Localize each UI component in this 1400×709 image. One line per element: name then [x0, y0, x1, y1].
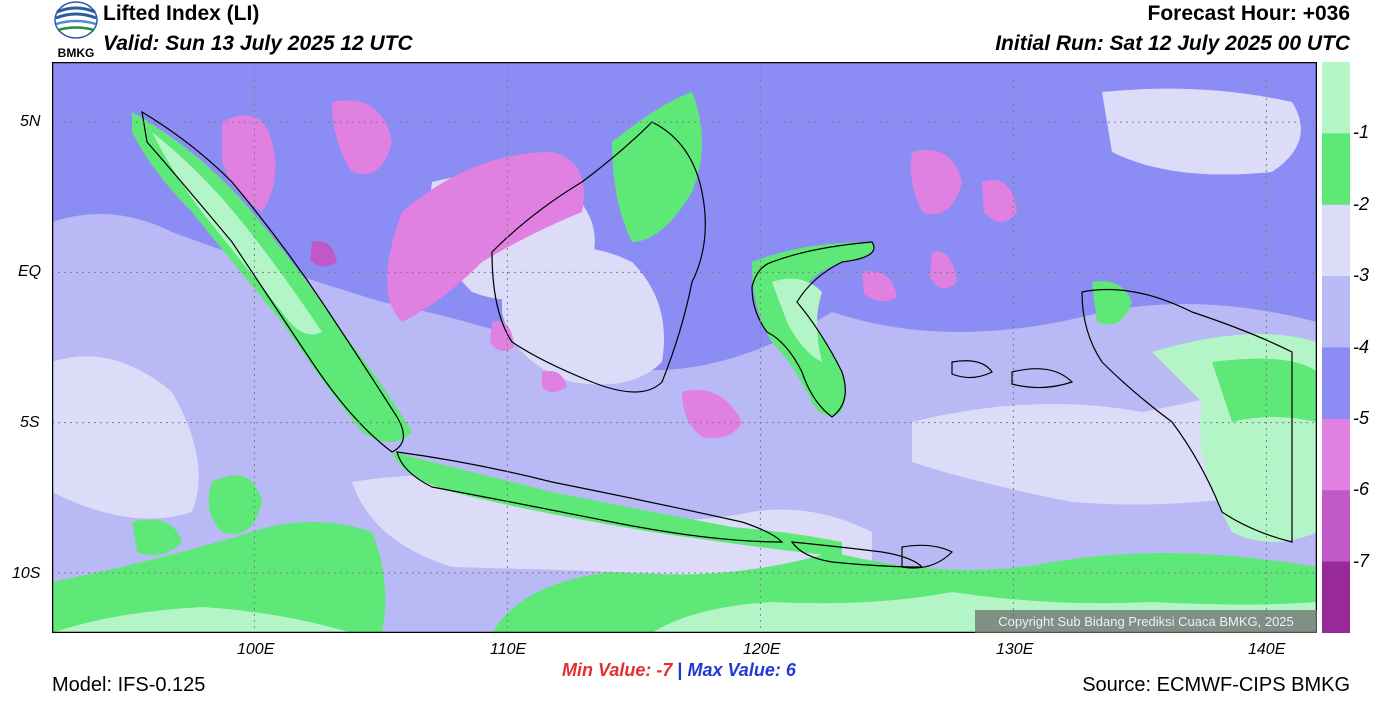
field-region [52, 356, 199, 519]
colorbar-segment [1322, 418, 1350, 491]
logo-text: BMKG [58, 46, 95, 60]
colorbar-segment [1322, 62, 1350, 134]
min-max-separator: | [677, 660, 683, 680]
max-value: 6 [785, 660, 796, 680]
field-region [930, 251, 957, 289]
field-region [132, 519, 182, 556]
coastlines [141, 110, 1293, 569]
lon-label-140e: 140E [1248, 641, 1286, 658]
field-region [52, 607, 352, 633]
lon-label-120e: 120E [743, 641, 781, 658]
colorbar [1322, 62, 1350, 633]
field-region [392, 452, 842, 557]
field-region [387, 152, 584, 322]
lon-label-100e: 100E [237, 641, 275, 658]
field-region [352, 475, 872, 582]
min-value: -7 [656, 660, 673, 680]
field-region [1212, 358, 1317, 422]
bmkg-logo-icon: BMKG [54, 1, 98, 60]
valid-time: Valid: Sun 13 July 2025 12 UTC [103, 32, 413, 55]
colorbar-segment [1322, 276, 1350, 348]
field-region [612, 92, 702, 242]
colorbar-tick: -2 [1353, 193, 1370, 214]
colorbar-segment [1322, 204, 1350, 277]
field-region [222, 115, 276, 212]
field-region [862, 271, 897, 302]
field-region [490, 321, 514, 351]
field-region [982, 180, 1017, 222]
field-region [542, 371, 567, 392]
colorbar-tick: -6 [1353, 479, 1370, 500]
data-source: Source: ECMWF-CIPS BMKG [1082, 674, 1350, 696]
colorbar-tick: -7 [1353, 550, 1370, 571]
forecast-hour: Forecast Hour: +036 [1147, 2, 1351, 25]
field-region [208, 475, 262, 534]
colorbar-segment [1322, 347, 1350, 420]
min-max-values: Min Value: -7 | Max Value: 6 [562, 660, 796, 681]
field-region [910, 150, 962, 214]
gridlines [52, 62, 1317, 633]
initial-run: Initial Run: Sat 12 July 2025 00 UTC [995, 32, 1350, 55]
colorbar-tick: -1 [1353, 122, 1370, 143]
lon-label-110e: 110E [490, 641, 527, 658]
colorbar-segment [1322, 133, 1350, 206]
map-frame [52, 62, 1317, 633]
colorbar-tick: -5 [1353, 407, 1370, 428]
field-region [1102, 88, 1301, 175]
lat-label-5s: 5S [20, 414, 40, 431]
lat-label-5n: 5N [20, 113, 41, 130]
lat-label-eq: EQ [18, 263, 42, 280]
colorbar-segment [1322, 561, 1350, 633]
field-region [310, 241, 337, 267]
colorbar-tick: -3 [1353, 265, 1370, 286]
field-region [682, 390, 742, 438]
colorbar-tick: -4 [1353, 336, 1370, 357]
max-label: Max Value: [687, 660, 781, 680]
lifted-index-map [52, 62, 1317, 633]
lat-label-10s: 10S [12, 565, 41, 582]
field-region [52, 522, 386, 633]
colorbar-segment [1322, 490, 1350, 563]
field-region [502, 247, 664, 385]
field-region [332, 100, 392, 174]
min-label: Min Value: [562, 660, 652, 680]
copyright-notice: Copyright Sub Bidang Prediksi Cuaca BMKG… [975, 610, 1317, 633]
field-region [152, 132, 322, 335]
field-region [1092, 281, 1132, 325]
chart-title: Lifted Index (LI) [103, 2, 260, 25]
model-name: Model: IFS-0.125 [52, 674, 206, 696]
field-region [772, 278, 822, 362]
lon-label-130e: 130E [996, 641, 1034, 658]
